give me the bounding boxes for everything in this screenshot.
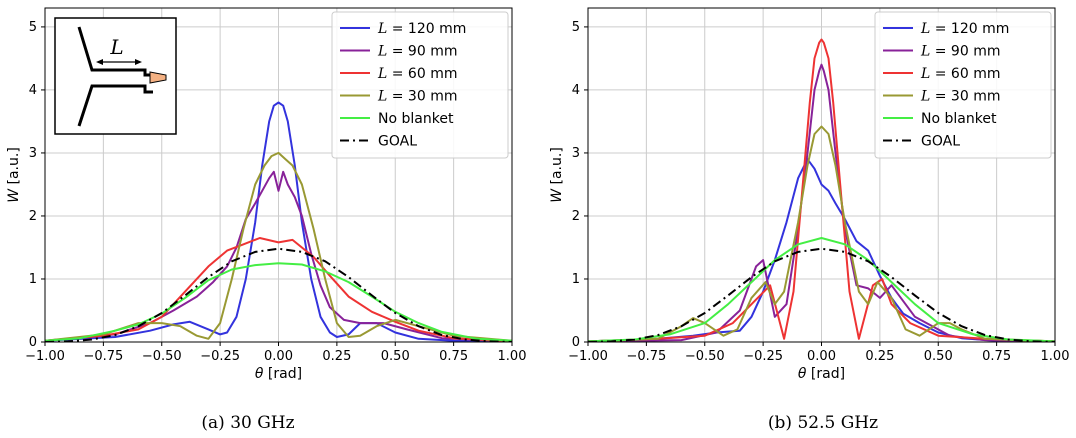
legend-box — [331, 11, 509, 159]
y-tick-label: 1 — [572, 272, 580, 287]
y-tick-label: 5 — [29, 20, 37, 35]
legend-label: L = 120 mm — [920, 21, 1009, 37]
y-axis-label: W [a.u.] — [549, 147, 565, 203]
x-tick-label: 1.00 — [1041, 349, 1070, 364]
legend-label: L = 30 mm — [377, 89, 457, 105]
legend-label: No blanket — [921, 111, 997, 127]
arrow-head-left-icon — [96, 59, 103, 65]
y-tick-label: 1 — [29, 272, 37, 287]
legend-label: GOAL — [921, 134, 960, 150]
x-tick-label: −1.00 — [25, 349, 65, 364]
series-line — [588, 237, 1055, 342]
y-tick-label: 0 — [572, 335, 580, 350]
arrow-head-right-icon — [135, 59, 142, 65]
series-line — [45, 237, 512, 342]
x-axis-label: θ [rad] — [255, 366, 302, 382]
x-tick-label: 0.75 — [439, 349, 468, 364]
y-tick-label: 5 — [572, 20, 580, 35]
x-tick-label: −0.25 — [743, 349, 783, 364]
y-tick-label: 4 — [29, 83, 37, 98]
y-tick-label: 0 — [29, 335, 37, 350]
series-line — [45, 170, 512, 342]
legend: L = 120 mm L = 90 mm L = 60 mm L = 30 mm No … — [874, 11, 1052, 159]
y-tick-label: 4 — [572, 83, 580, 98]
series-line — [45, 247, 512, 342]
caption-b: (b) 52.5 GHz — [768, 413, 878, 433]
x-tick-label: −1.00 — [568, 349, 608, 364]
y-tick-label: 2 — [572, 209, 580, 224]
legend-label: L = 30 mm — [920, 89, 1000, 105]
legend-label: L = 90 mm — [377, 44, 457, 60]
y-axis-label: W [a.u.] — [6, 147, 22, 203]
chart-panel-b: −1.00 −0.75 −0.50 −0.25 0.00 0.25 0.50 0.75 1.00… — [549, 7, 1070, 382]
plot-frame — [587, 7, 1056, 343]
series-line — [588, 38, 1055, 342]
x-tick-label: 0.75 — [982, 349, 1011, 364]
y-tick-label: 3 — [572, 146, 580, 161]
x-tick-label: −0.50 — [685, 349, 725, 364]
horn-upper-wall — [77, 26, 153, 77]
series-line — [588, 125, 1055, 342]
legend-label: No blanket — [378, 111, 454, 127]
legend-label: L = 90 mm — [920, 44, 1000, 60]
legend: L = 120 mm L = 90 mm L = 60 mm L = 30 mm No … — [331, 11, 509, 159]
series-line — [45, 151, 512, 342]
caption-a: (a) 30 GHz — [201, 413, 294, 433]
legend-label: L = 60 mm — [377, 66, 457, 82]
series-line — [588, 247, 1055, 342]
inset-length-label: L — [109, 35, 123, 59]
x-tick-label: 0.00 — [264, 349, 293, 364]
x-tick-label: 0.50 — [381, 349, 410, 364]
y-tick-label: 2 — [29, 209, 37, 224]
x-tick-label: 1.00 — [498, 349, 527, 364]
x-axis-label: θ [rad] — [798, 366, 845, 382]
x-tick-label: 0.00 — [807, 349, 836, 364]
series-line — [588, 63, 1055, 342]
legend-label: L = 60 mm — [920, 66, 1000, 82]
horn-lower-wall — [77, 84, 153, 127]
series-line — [45, 262, 512, 342]
series-line — [588, 158, 1055, 342]
y-tick-label: 3 — [29, 146, 37, 161]
x-tick-label: −0.50 — [142, 349, 182, 364]
legend-label: L = 120 mm — [377, 21, 466, 37]
x-tick-label: −0.75 — [83, 349, 123, 364]
legend-box — [874, 11, 1052, 159]
x-tick-label: −0.25 — [200, 349, 240, 364]
x-tick-label: −0.75 — [626, 349, 666, 364]
chart-panel-a: −1.00 −0.75 −0.50 −0.25 0.00 0.25 0.50 0.75 1.00… — [6, 7, 527, 382]
source-antenna-icon — [149, 71, 167, 84]
x-tick-label: 0.25 — [865, 349, 894, 364]
plot-frame — [44, 7, 513, 343]
x-tick-label: 0.25 — [322, 349, 351, 364]
legend-label: GOAL — [378, 134, 417, 150]
x-tick-label: 0.50 — [924, 349, 953, 364]
inset-schematic: L — [54, 17, 177, 135]
